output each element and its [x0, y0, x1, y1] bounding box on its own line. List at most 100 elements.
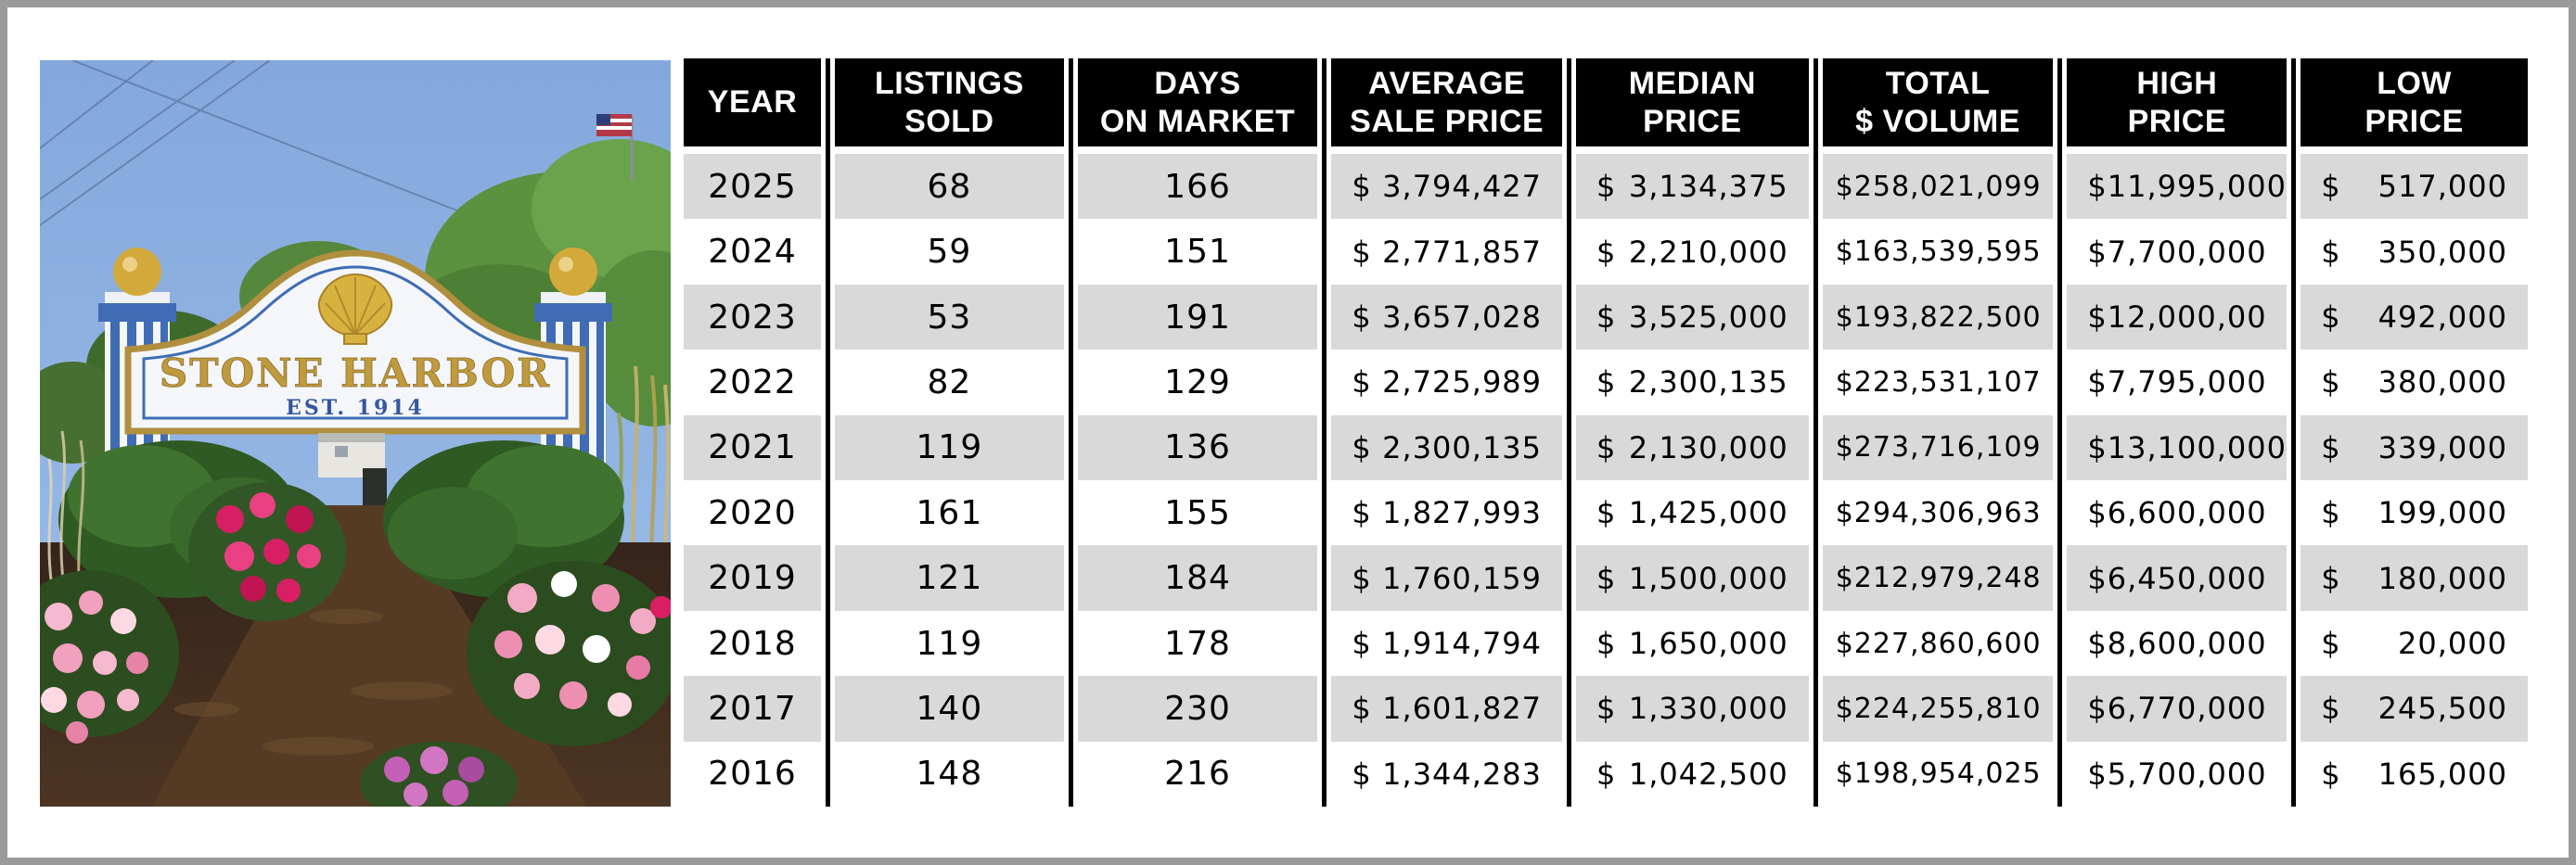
amount-value: 1,042,500 [1628, 756, 1788, 792]
sign-panel: STONE HARBOR EST. 1914 [124, 249, 586, 435]
total_volume-cell-2021: $273,716,109 [1822, 414, 2054, 481]
header-line: ON MARKET [1099, 103, 1296, 139]
currency-symbol: $ [2087, 234, 2108, 270]
amount-value: 3,134,375 [1628, 169, 1788, 205]
column-header-average_sale_price: AVERAGE SALE PRICE [1331, 58, 1563, 146]
column-divider [1813, 58, 1818, 807]
high_price-cell-2016: $5,700,000 [2067, 742, 2287, 807]
days_on_market-cell-2025: 166 [1077, 154, 1318, 220]
flowers-right-pink [467, 561, 671, 746]
low_price-cell-2022: $380,000 [2300, 350, 2528, 414]
amount-value: 198,954,025 [1853, 757, 2042, 791]
amount-value: 6,600,000 [2107, 495, 2267, 531]
currency-symbol: $ [1835, 562, 1854, 595]
column-header-year: YEAR [684, 58, 822, 146]
year-cell-2016: 2016 [708, 755, 797, 794]
low_price-cell-2023: $492,000 [2300, 284, 2528, 350]
column-header-low_price: LOW PRICE [2300, 58, 2528, 146]
listings_sold-cell-2025: 68 [835, 154, 1064, 220]
header-line: PRICE [1643, 103, 1742, 139]
sign-title: STONE HARBOR [160, 350, 551, 396]
header-line: HIGH [2136, 65, 2218, 101]
year-cell-2018: 2018 [708, 624, 797, 663]
currency-symbol: $ [1352, 169, 1372, 205]
currency-symbol: $ [2321, 756, 2341, 792]
column-divider [2291, 58, 2297, 807]
low_price-cell-2018: $20,000 [2300, 611, 2528, 676]
amount-value: 350,000 [2377, 234, 2507, 270]
days_on_market-cell-2021: 136 [1077, 414, 1318, 481]
column-low_price: LOW PRICE $517,000 $350,000 $492,000 $380,000… [2300, 58, 2528, 807]
amount-value: 492,000 [2377, 299, 2507, 336]
currency-symbol: $ [1596, 756, 1617, 792]
currency-symbol: $ [1835, 431, 1854, 464]
amount-value: 1,344,283 [1382, 756, 1543, 792]
amount-value: 273,716,109 [1853, 431, 2042, 464]
amount-value: 163,539,595 [1853, 235, 2042, 269]
listings_sold-cell-2023: 53 [835, 284, 1064, 350]
column-header-median_price: MEDIAN PRICE [1576, 58, 1809, 146]
average_sale_price-cell-2017: $1,601,827 [1331, 676, 1563, 742]
currency-symbol: $ [1352, 691, 1372, 727]
power-lines [40, 60, 477, 226]
year-cell-2017: 2017 [684, 676, 822, 742]
currency-symbol: $ [2087, 169, 2108, 205]
high_price-cell-2018: $8,600,000 [2067, 611, 2287, 676]
garden-path [151, 505, 587, 807]
listings_sold-cell-2016: 148 [916, 755, 983, 794]
amount-value: 12,000,00 [2107, 299, 2267, 336]
year-cell-2020: 2020 [708, 493, 797, 532]
currency-symbol: $ [1352, 299, 1372, 336]
days_on_market-cell-2019: 184 [1077, 545, 1318, 611]
low_price-cell-2017: $245,500 [2300, 676, 2528, 742]
currency-symbol: $ [2321, 169, 2341, 205]
year-cell-2021: 2021 [684, 414, 822, 481]
currency-symbol: $ [2321, 626, 2341, 662]
listings_sold-cell-2018: 119 [916, 624, 983, 663]
header-line: SOLD [904, 103, 994, 139]
listings_sold-cell-2022: 82 [927, 363, 972, 401]
average_sale_price-cell-2022: $2,725,989 [1331, 350, 1562, 414]
currency-symbol: $ [2321, 429, 2341, 465]
amount-value: 224,255,810 [1853, 692, 2042, 725]
sales-history-table: YEAR 2025 2024 2023 2022 2021 2020 2019 2018 2017… [684, 58, 2528, 807]
amount-value: 1,650,000 [1628, 626, 1788, 662]
currency-symbol: $ [1596, 495, 1617, 531]
currency-symbol: $ [1835, 627, 1854, 660]
average_sale_price-cell-2019: $1,760,159 [1331, 545, 1563, 611]
listings_sold-cell-2017: 140 [835, 676, 1064, 742]
header-line: AVERAGE [1368, 65, 1526, 101]
low_price-cell-2019: $180,000 [2300, 545, 2528, 611]
column-divider [1068, 58, 1073, 807]
gold-ball-finial [549, 248, 597, 296]
amount-value: 20,000 [2398, 626, 2507, 662]
high_price-cell-2017: $6,770,000 [2067, 676, 2288, 742]
flowers-center-magenta [188, 482, 346, 621]
days_on_market-cell-2023: 191 [1077, 284, 1318, 350]
amount-value: 180,000 [2377, 560, 2507, 596]
low_price-cell-2016: $165,000 [2300, 742, 2528, 807]
average_sale_price-cell-2024: $2,771,857 [1331, 219, 1562, 284]
low_price-cell-2024: $350,000 [2300, 219, 2528, 284]
amount-value: 7,700,000 [2107, 234, 2267, 270]
amount-value: 1,914,794 [1382, 626, 1543, 662]
high_price-cell-2023: $12,000,00 [2067, 284, 2288, 350]
amount-value: 3,794,427 [1382, 169, 1543, 205]
listings_sold-cell-2024: 59 [927, 233, 972, 272]
listings_sold-cell-2020: 161 [916, 493, 983, 532]
column-listings_sold: LISTINGS SOLD 68 59 53 82 119 161 121 119 140 148 [835, 58, 1064, 807]
column-median_price: MEDIAN PRICE $3,134,375 $2,210,000 $3,525,00… [1576, 58, 1809, 807]
total_volume-cell-2022: $223,531,107 [1823, 350, 2054, 414]
header-line: MEDIAN [1628, 65, 1756, 101]
low_price-cell-2021: $339,000 [2300, 414, 2528, 481]
column-divider [826, 58, 831, 807]
header-line: $ VOLUME [1855, 103, 2020, 139]
column-total_volume: TOTAL $ VOLUME $258,021,099 $163,539,595 $19… [1822, 58, 2054, 807]
currency-symbol: $ [1352, 626, 1372, 662]
average_sale_price-cell-2023: $3,657,028 [1331, 284, 1563, 350]
average_sale_price-cell-2020: $1,827,993 [1331, 480, 1562, 545]
high_price-cell-2022: $7,795,000 [2067, 350, 2287, 414]
amount-value: 1,760,159 [1382, 560, 1543, 596]
header-line: PRICE [2365, 103, 2464, 139]
amount-value: 517,000 [2377, 169, 2507, 205]
